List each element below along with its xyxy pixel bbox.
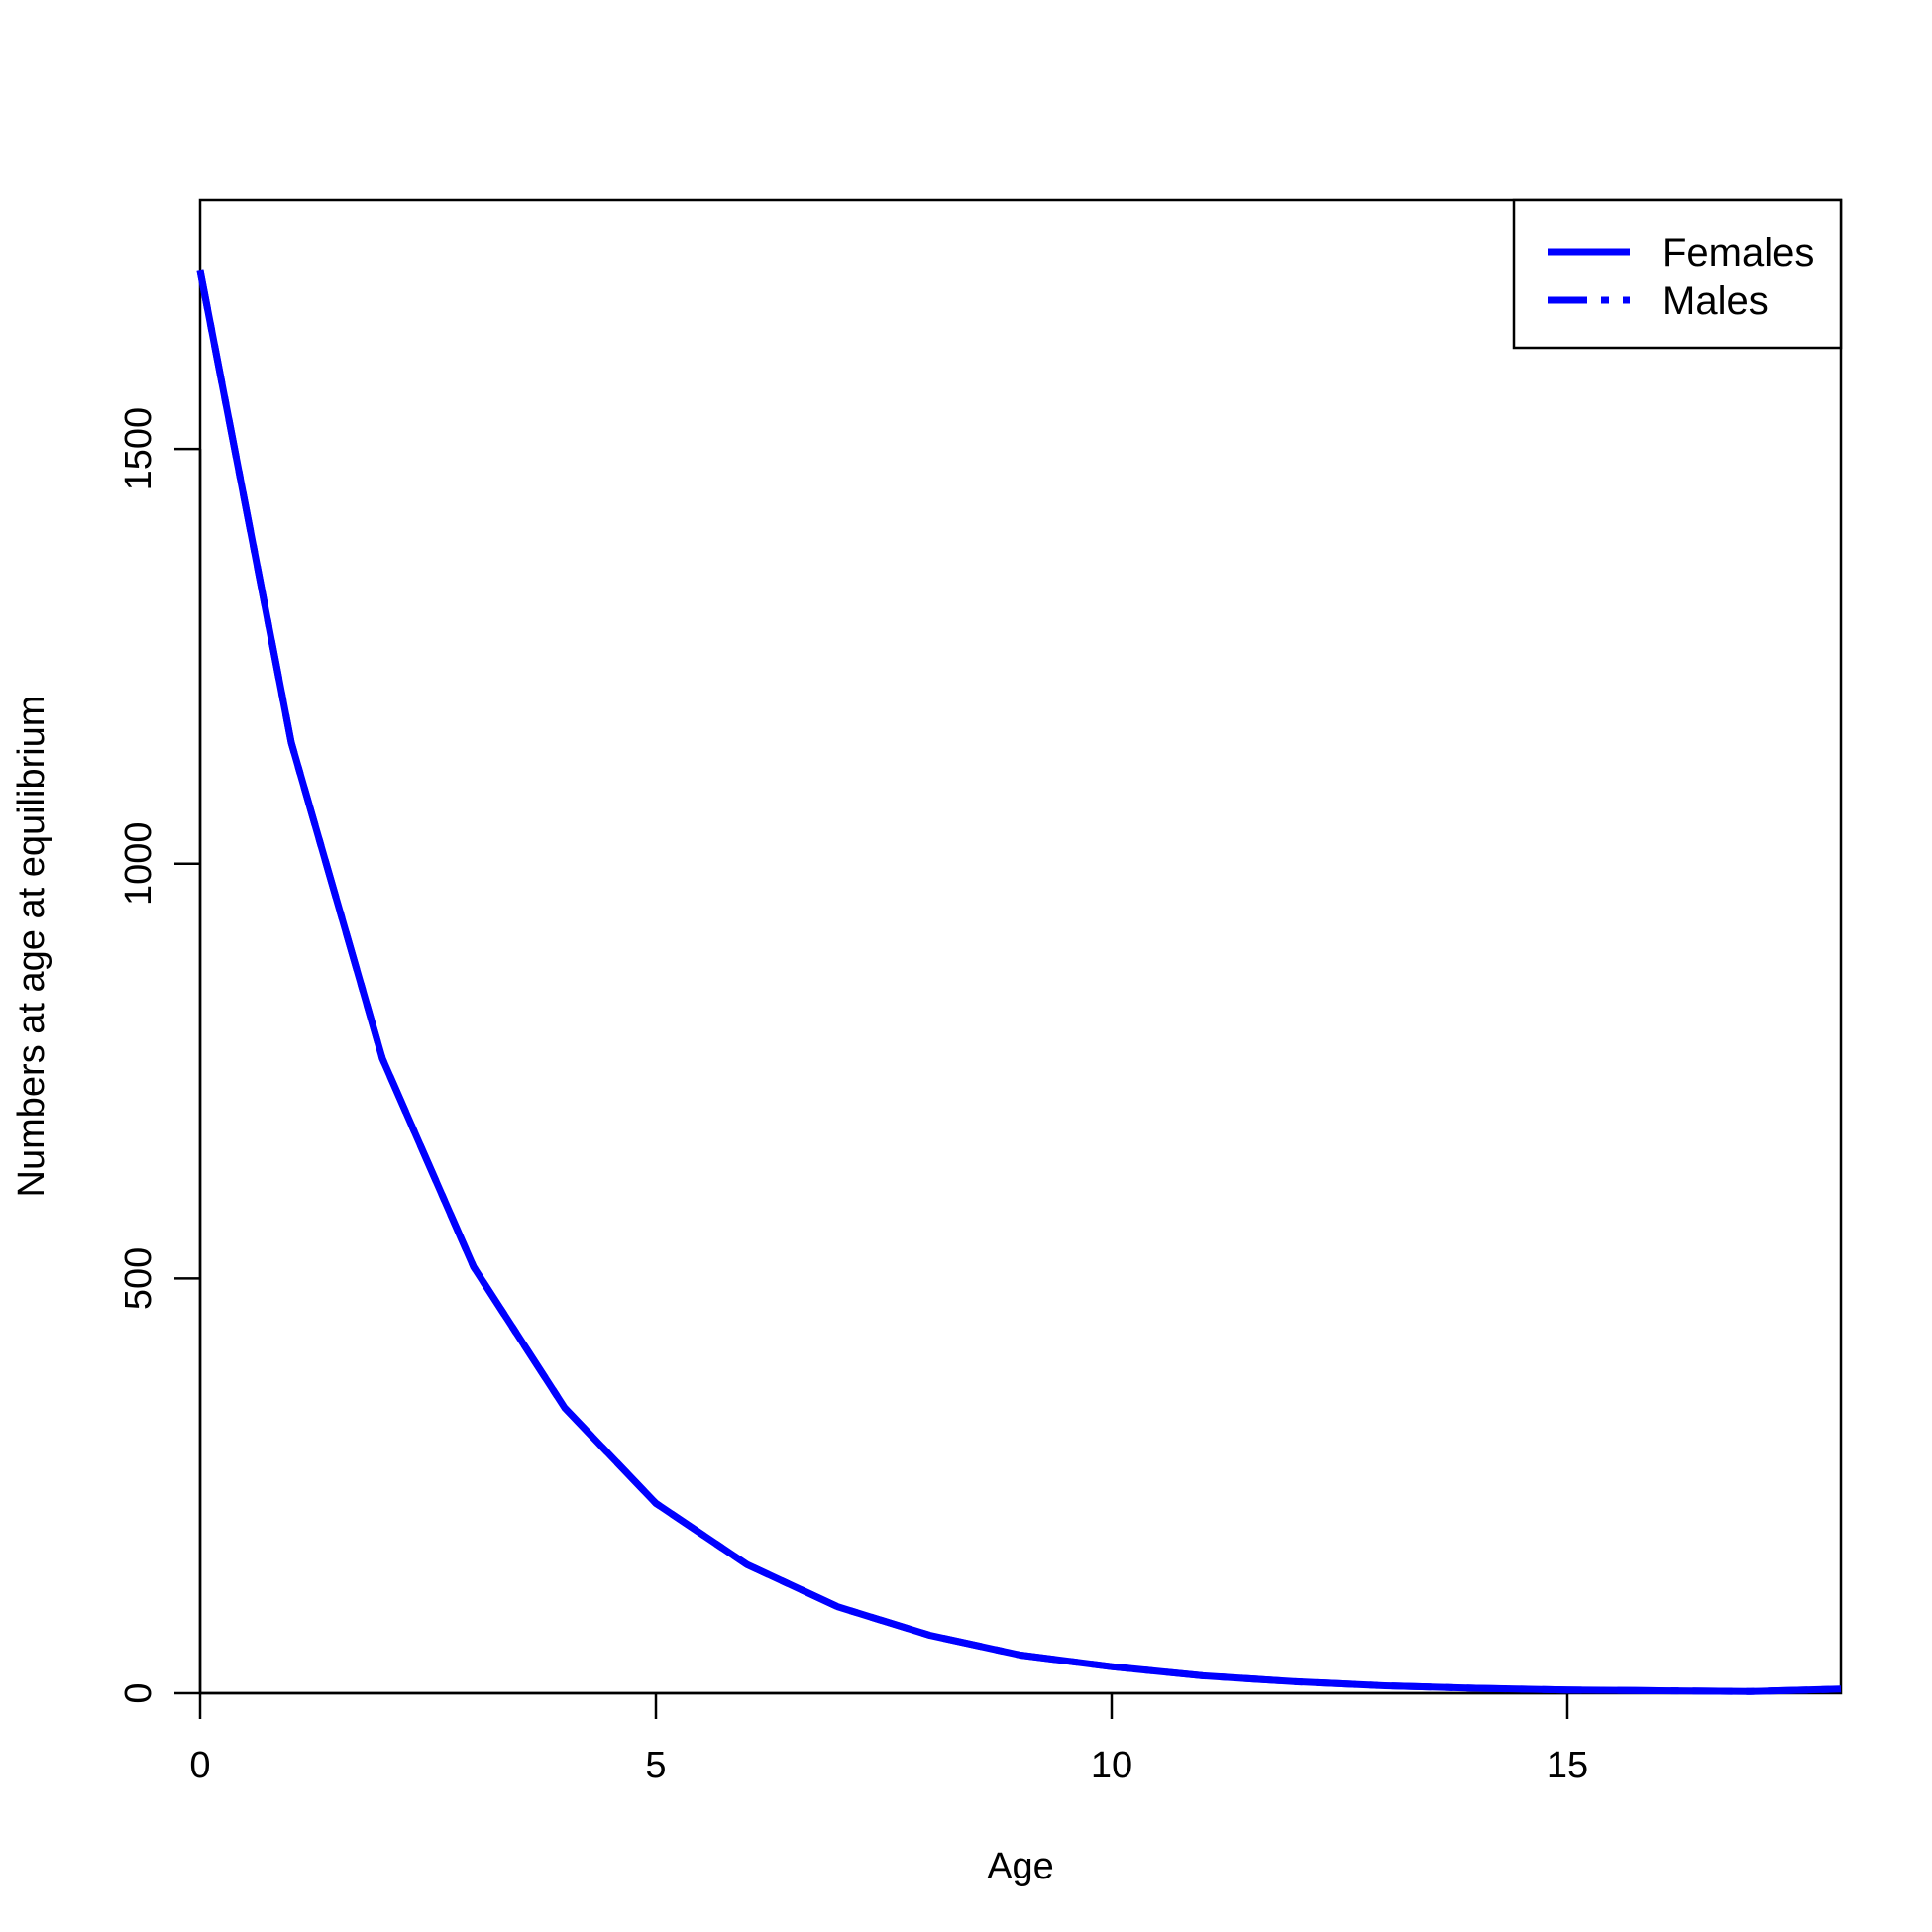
y-axis-title: Numbers at age at equilibrium bbox=[11, 696, 53, 1198]
x-tick-label: 5 bbox=[645, 1745, 666, 1786]
plot-frame bbox=[198, 198, 1843, 1695]
series-line-females bbox=[196, 269, 1842, 1695]
y-tick-label: 500 bbox=[118, 1247, 160, 1310]
series-line-males bbox=[196, 269, 1842, 1695]
x-tick-label: 10 bbox=[1091, 1745, 1132, 1786]
y-axis: 0 500 1000 1500 bbox=[118, 407, 202, 1704]
y-tick-label: 0 bbox=[118, 1682, 160, 1703]
series-layer bbox=[196, 269, 1842, 1695]
x-tick-label: 0 bbox=[189, 1745, 210, 1786]
y-tick-label: 1000 bbox=[118, 822, 160, 907]
legend: Females Males bbox=[1512, 198, 1843, 350]
x-axis: 0 5 10 15 bbox=[189, 1691, 1588, 1786]
legend-label-females: Females bbox=[1663, 231, 1814, 274]
x-axis-title: Age bbox=[987, 1846, 1054, 1887]
x-tick-label: 15 bbox=[1547, 1745, 1588, 1786]
legend-box bbox=[1512, 198, 1843, 350]
legend-label-males: Males bbox=[1663, 279, 1769, 323]
y-tick-label: 1500 bbox=[118, 407, 160, 491]
